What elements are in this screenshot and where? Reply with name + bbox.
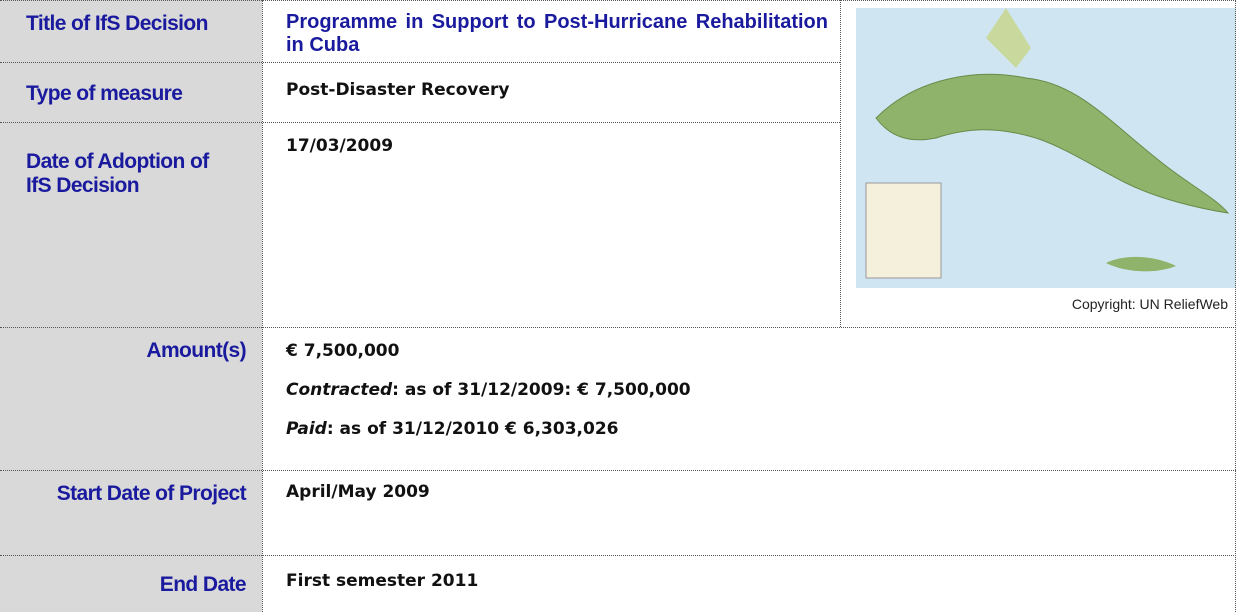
row-label: Type of measure xyxy=(0,62,262,122)
row-value: € 7,500,000 Contracted: as of 31/12/2009:… xyxy=(262,327,1236,470)
border xyxy=(0,62,840,63)
row-value: Programme in Support to Post-Hurricane R… xyxy=(262,0,840,62)
amount-kind: Contracted xyxy=(286,380,392,400)
border xyxy=(0,470,1236,471)
amount-text: : as of 31/12/2010 € 6,303,026 xyxy=(327,419,619,439)
row-label: Start Date of Project xyxy=(0,470,262,555)
row-value: First semester 2011 xyxy=(262,555,478,612)
row-label: Amount(s) xyxy=(0,327,262,470)
map-image xyxy=(856,8,1236,288)
row-value: 17/03/2009 xyxy=(262,122,393,327)
border xyxy=(840,0,841,327)
legend-box xyxy=(866,183,941,278)
row-value: Post-Disaster Recovery xyxy=(262,62,510,122)
amount-line: Contracted: as of 31/12/2009: € 7,500,00… xyxy=(286,380,1236,400)
border xyxy=(0,0,1236,1)
amount-kind: Paid xyxy=(286,419,327,439)
border xyxy=(0,555,1236,556)
border xyxy=(262,0,263,612)
row-label: Title of IfS Decision xyxy=(0,0,262,62)
amount-text: € 7,500,000 xyxy=(286,341,399,361)
amount-text: : as of 31/12/2009: € 7,500,000 xyxy=(392,380,690,400)
row-label: End Date xyxy=(0,555,262,612)
row-label: Date of Adoption of IfS Decision xyxy=(0,122,262,327)
page: Title of IfS Decision Programme in Suppo… xyxy=(0,0,1236,612)
amount-line: € 7,500,000 xyxy=(286,341,1236,361)
border xyxy=(0,122,840,123)
image-cell: Copyright: UN ReliefWeb xyxy=(840,0,1236,327)
image-caption: Copyright: UN ReliefWeb xyxy=(1072,296,1228,312)
amount-line: Paid: as of 31/12/2010 € 6,303,026 xyxy=(286,419,1236,439)
border xyxy=(0,327,1236,328)
row-value: April/May 2009 xyxy=(262,470,430,555)
